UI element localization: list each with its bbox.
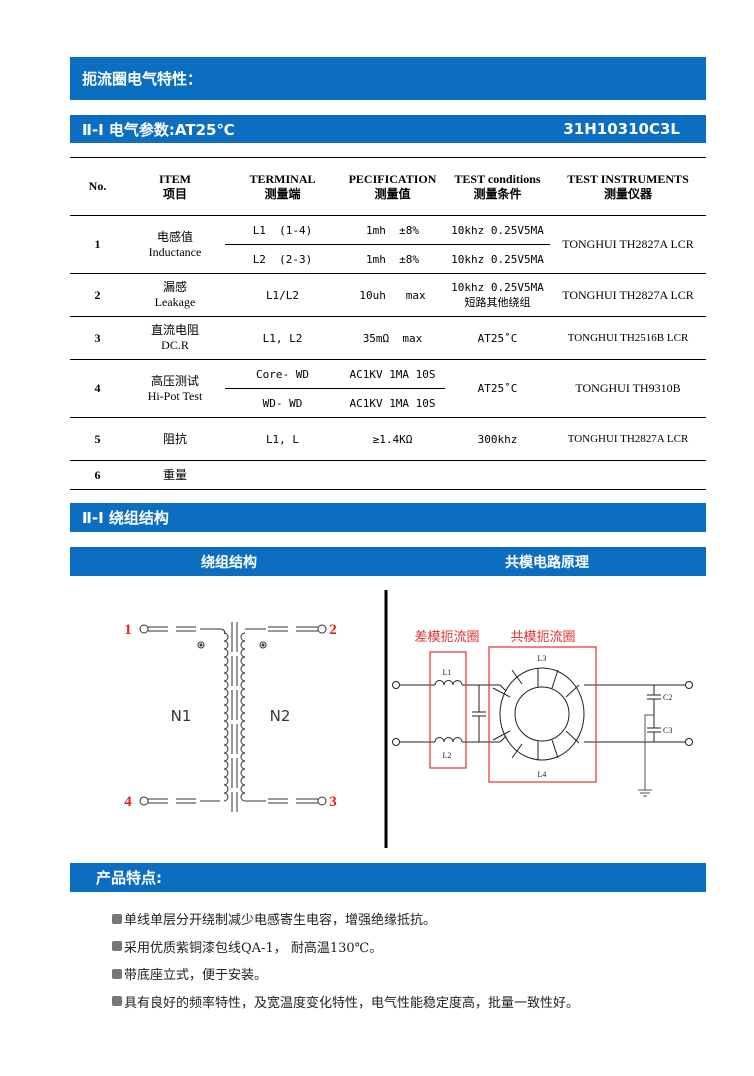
list-item: 单线单层分开绕制减少电感寄生电容，增强绝缘抵抗。: [112, 905, 579, 933]
row-condition: 10khz 0.25V5MA: [445, 215, 550, 245]
row-instrument: TONGHUI TH2516B LCR: [550, 316, 706, 360]
diagram-headers: 绕组结构 共模电路原理: [70, 547, 706, 576]
section-header-winding: Ⅱ-Ⅰ 绕组结构: [70, 503, 706, 532]
table-row: 2 漏感 Leakage L1/L2 10uh max 10khz 0.25V5M…: [70, 273, 706, 317]
bullet-square-icon: [112, 941, 122, 952]
section-title: Ⅱ-Ⅰ 绕组结构: [82, 509, 169, 527]
row-no: 1: [70, 215, 125, 274]
table-subrow: L2 (2-3) 1mh ±8% 10khz 0.25V5MA: [70, 244, 706, 274]
secondary-winding-coil: [240, 632, 246, 802]
row-terminal: Core- WD: [225, 359, 340, 389]
c2-label: C2: [663, 693, 672, 702]
differential-mode-choke-label: 差模扼流圈: [414, 630, 479, 645]
list-item: 带底座立式，便于安装。: [112, 960, 579, 988]
row-no: 5: [70, 417, 125, 461]
row-condition: 10khz 0.25V5MA 短路其他绕组: [445, 273, 550, 317]
electrical-parameters-table: No. ITEM 项目 TERMINAL 测量端 PECIFICATION 测量值 T…: [70, 157, 706, 490]
header-test-conditions: TEST conditions 测量条件: [445, 157, 550, 216]
row-spec: 10uh max: [340, 273, 445, 317]
section-title: 扼流圈电气特性：: [82, 70, 203, 88]
row-item: 漏感 Leakage: [125, 273, 225, 317]
row-instrument: TONGHUI TH2827A LCR: [550, 273, 706, 317]
l4-label: L4: [538, 770, 547, 779]
winding-diagram: [139, 622, 327, 812]
row-terminal: L1/L2: [225, 273, 340, 317]
row-condition: 300khz: [445, 417, 550, 461]
table-header-row: No. ITEM 项目 TERMINAL 测量端 PECIFICATION 测量值 T…: [70, 157, 706, 216]
common-mode-choke-label: 共模扼流圈: [510, 630, 575, 645]
section-header-features: 产品特点:: [70, 863, 706, 892]
row-instrument: TONGHUI TH2827A LCR: [550, 417, 706, 461]
winding-structure-header: 绕组结构: [201, 554, 257, 571]
row-spec: 35mΩ max: [340, 316, 445, 360]
row-instrument: TONGHUI TH2827A LCR: [550, 215, 706, 274]
circuit-principle-header: 共模电路原理: [505, 554, 589, 571]
l3-label: L3: [538, 654, 547, 663]
row-condition: AT25˚C: [445, 316, 550, 360]
section-title: 产品特点:: [96, 869, 162, 887]
l2-label: L2: [443, 751, 452, 760]
section-title: Ⅱ-Ⅰ 电气参数:AT25℃: [82, 120, 235, 139]
row-terminal: L1 (1-4): [225, 215, 340, 245]
table-subrow: WD- WD AC1KV 1MA 10S: [70, 388, 706, 418]
bullet-square-icon: [112, 968, 122, 979]
section-header-params: Ⅱ-Ⅰ 电气参数:AT25℃ 31H10310C3L: [70, 115, 706, 143]
bullet-square-icon: [112, 913, 122, 924]
row-no: 3: [70, 316, 125, 360]
row-terminal: WD- WD: [225, 388, 340, 418]
row-spec: ≥1.4KΩ: [340, 417, 445, 461]
n1-label: N1: [171, 707, 192, 725]
row-item: 阻抗: [125, 417, 225, 461]
pin-3-label: 3: [329, 794, 337, 810]
row-terminal: L1, L2: [225, 316, 340, 360]
l1-label: L1: [443, 668, 452, 677]
row-spec: AC1KV 1MA 10S: [340, 388, 445, 418]
row-terminal: L1, L: [225, 417, 340, 461]
header-specification: PECIFICATION 测量值: [340, 157, 445, 216]
row-spec: AC1KV 1MA 10S: [340, 359, 445, 389]
feature-list: 单线单层分开绕制减少电感寄生电容，增强绝缘抵抗。 采用优质紫铜漆包线QA-1， …: [112, 905, 579, 1015]
list-item: 具有良好的频率特性，及宽温度变化特性，电气性能稳定度高，批量一致性好。: [112, 988, 579, 1016]
row-no: 6: [70, 460, 125, 490]
header-item: ITEM 项目: [125, 157, 225, 216]
header-terminal: TERMINAL 测量端: [225, 157, 340, 216]
pin-4-label: 4: [124, 794, 132, 810]
table-row: 4 高压测试 Hi-Pot Test Core- WD AC1KV 1MA 10S…: [70, 359, 706, 418]
circuit-diagram: [392, 646, 693, 797]
table-row: 5 阻抗 L1, L ≥1.4KΩ 300khz TONGHUI TH2827A…: [70, 417, 706, 461]
table-row: 1 电感值 Inductance L1 (1-4) 1mh ±8% 10khz 0…: [70, 215, 706, 274]
header-test-instruments: TEST INSTRUMENTS 测量仪器: [550, 157, 706, 216]
pin-2-label: 2: [329, 622, 337, 638]
row-no: 4: [70, 359, 125, 418]
header-no: No.: [70, 157, 125, 216]
row-no: 2: [70, 273, 125, 317]
row-item: 直流电阻 DC.R: [125, 316, 225, 360]
row-item: 重量: [125, 460, 225, 490]
pin-1-label: 1: [124, 622, 132, 638]
primary-winding-coil: [223, 632, 229, 802]
row-spec: 1mh ±8%: [340, 244, 445, 274]
bullet-square-icon: [112, 996, 122, 1007]
row-instrument: TONGHUI TH9310B: [550, 359, 706, 418]
row-item: 高压测试 Hi-Pot Test: [125, 359, 225, 418]
section-header-characteristics: 扼流圈电气特性：: [70, 57, 706, 100]
row-condition: 10khz 0.25V5MA: [445, 244, 550, 274]
c3-label: C3: [663, 726, 672, 735]
table-row: 3 直流电阻 DC.R L1, L2 35mΩ max AT25˚C TONGHU…: [70, 316, 706, 360]
list-item: 采用优质紫铜漆包线QA-1， 耐高温130℃。: [112, 933, 579, 961]
part-number: 31H10310C3L: [563, 120, 680, 138]
row-condition: AT25˚C: [445, 359, 550, 418]
n2-label: N2: [270, 707, 291, 725]
table-row: 6 重量: [70, 460, 706, 490]
row-terminal: L2 (2-3): [225, 244, 340, 274]
row-spec: 1mh ±8%: [340, 215, 445, 245]
row-item: 电感值 Inductance: [125, 215, 225, 274]
